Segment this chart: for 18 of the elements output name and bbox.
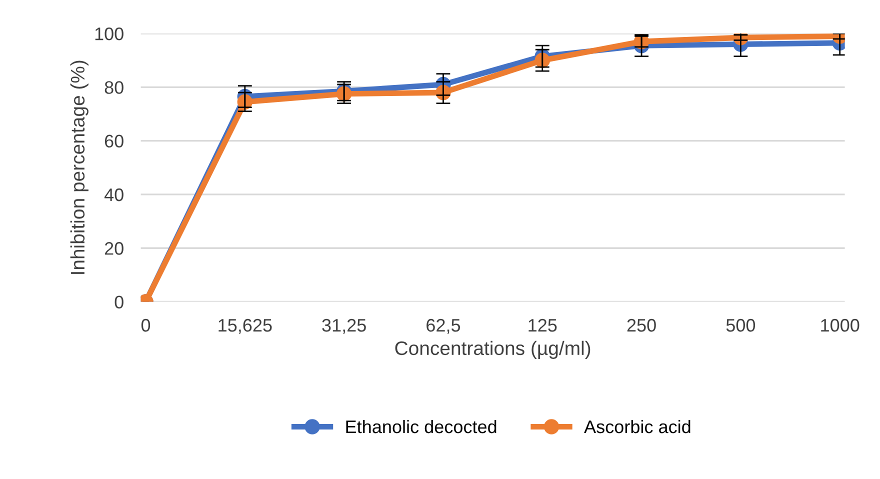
- x-tick-label: 125: [528, 318, 557, 332]
- x-tick-label: 62,5: [426, 318, 460, 334]
- y-tick-label: 100: [95, 27, 124, 40]
- legend-label: Ascorbic acid: [584, 420, 690, 434]
- x-tick-label: 15,625: [218, 318, 272, 334]
- x-tick-label: 31,25: [322, 318, 366, 334]
- y-tick-label: 40: [104, 188, 124, 202]
- x-tick-label: 500: [726, 318, 756, 332]
- y-tick-label: 80: [104, 81, 124, 94]
- y-axis-title: Inhibition percentage (%): [70, 60, 88, 274]
- x-tick-label: 250: [627, 318, 656, 332]
- y-tick-label: 20: [104, 242, 124, 255]
- y-tick-label: 60: [104, 134, 124, 148]
- x-tick-label: 1000: [821, 318, 860, 332]
- y-tick-label: 0: [114, 296, 124, 308]
- legend-label: Ethanolic decocted: [346, 420, 496, 434]
- x-tick-label: 0: [141, 318, 150, 332]
- x-axis-title: Concentrations (µg/ml): [395, 340, 590, 359]
